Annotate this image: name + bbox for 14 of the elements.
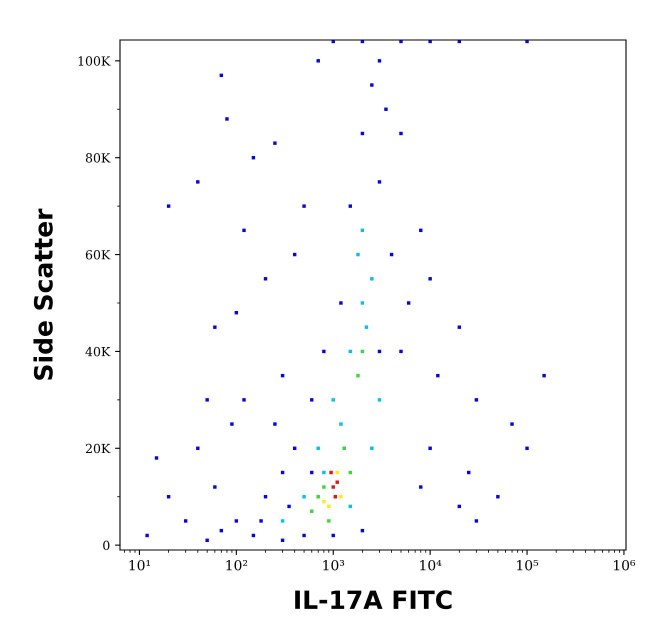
y-tick-label: 40K — [85, 346, 110, 356]
y-tick-label: 60K — [86, 250, 110, 260]
y-tick-label: 20K — [86, 444, 110, 454]
x-tick-label: 10² — [226, 560, 248, 570]
y-tick-label: 80K — [86, 153, 110, 163]
x-tick-label: 10⁶ — [614, 560, 636, 570]
x-tick-label: 10⁵ — [517, 560, 538, 570]
x-tick-label: 10⁴ — [420, 560, 442, 570]
x-tick-label: 10³ — [323, 560, 344, 570]
x-tick-label: 10¹ — [130, 560, 150, 570]
x-axis-title: IL-17A FITC — [295, 590, 452, 610]
y-tick-label: 100K — [78, 56, 110, 66]
y-axis-title: Side Scatter — [33, 208, 53, 380]
y-tick-label: 0 — [103, 540, 110, 550]
